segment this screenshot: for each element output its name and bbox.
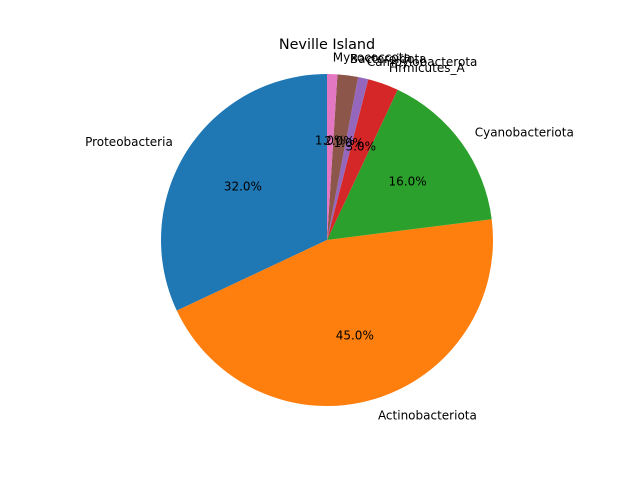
pie-slice-5 bbox=[327, 74, 359, 240]
pie-slice-4 bbox=[327, 76, 369, 241]
pie-slice-0 bbox=[160, 74, 327, 311]
slice-percent-0: 32.0% bbox=[224, 180, 262, 194]
slice-percent-3: 3.0% bbox=[345, 139, 376, 153]
slice-percent-1: 45.0% bbox=[336, 329, 374, 343]
slice-percent-4: 1.0% bbox=[333, 136, 364, 150]
pie-labels: Proteobacteria 32.0% Actinobacteriota 45.0%… bbox=[85, 50, 574, 422]
slice-percent-2: 16.0% bbox=[389, 174, 427, 188]
slice-label-1: Actinobacteriota bbox=[378, 408, 477, 422]
slice-label-3: Firmicutes_A bbox=[389, 61, 466, 75]
slice-label-6: Myxococcota bbox=[333, 50, 411, 64]
slice-label-0: Proteobacteria bbox=[85, 135, 173, 149]
pie-slice-6 bbox=[327, 74, 338, 240]
slice-label-4: Campylobacterota bbox=[367, 55, 478, 69]
pie-slice-2 bbox=[327, 89, 492, 240]
pie-slices bbox=[160, 74, 493, 406]
slice-label-5: Bacteroidota bbox=[350, 52, 427, 66]
slice-percent-6: 1.0% bbox=[315, 133, 346, 147]
pie-slice-1 bbox=[176, 219, 493, 406]
pie-slice-3 bbox=[327, 79, 398, 240]
chart-title: Neville Island bbox=[279, 37, 375, 53]
slice-label-2: Cyanobacteriota bbox=[475, 126, 574, 140]
slice-percent-5: 2.0% bbox=[324, 134, 355, 148]
